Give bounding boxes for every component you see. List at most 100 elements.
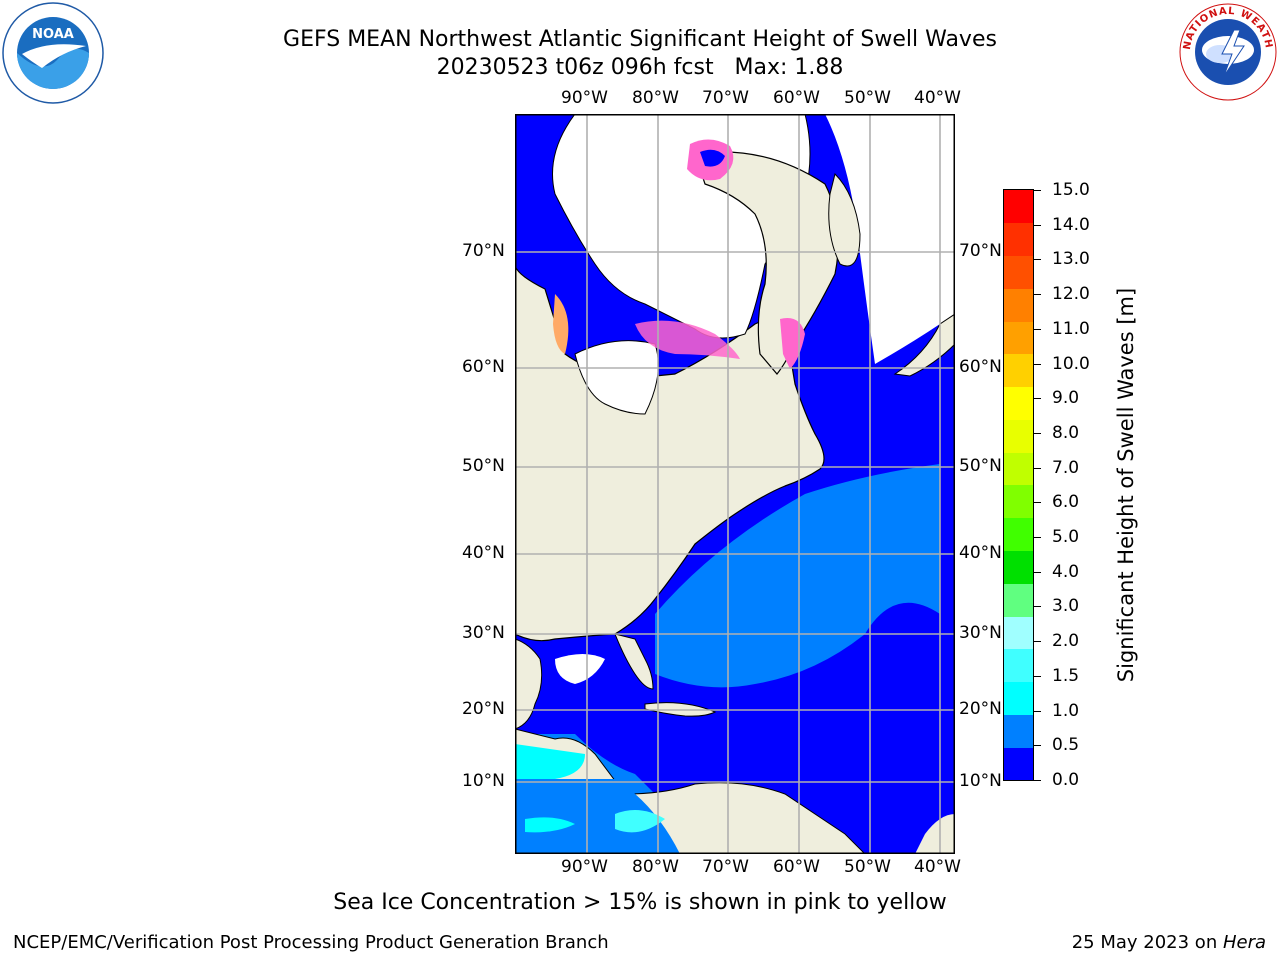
colorbar-segment xyxy=(1004,517,1033,552)
colorbar-tick-mark xyxy=(1033,675,1041,677)
colorbar-tick-label: 15.0 xyxy=(1052,180,1090,200)
lon-label-bottom-0: 90°W xyxy=(561,857,608,877)
colorbar-segment xyxy=(1004,288,1033,322)
lon-label-top-3: 60°W xyxy=(773,88,820,108)
lat-label-right-0: 70°N xyxy=(959,241,1002,261)
gulf-white xyxy=(555,654,605,684)
colorbar-tick-label: 13.0 xyxy=(1052,249,1090,270)
greenland-east xyxy=(828,173,861,267)
lat-label-right-4: 30°N xyxy=(959,623,1002,643)
lat-label-left-4: 30°N xyxy=(462,623,505,643)
pacific-swell-overlay xyxy=(515,744,585,779)
lon-label-bottom-3: 60°W xyxy=(773,857,820,877)
colorbar-tick-label: 10.0 xyxy=(1052,353,1090,374)
footer-date: 25 May 2023 on Hera xyxy=(1072,932,1266,953)
colorbar-tick-mark xyxy=(1033,710,1041,712)
colorbar-segment xyxy=(1004,419,1033,453)
lat-label-left-5: 20°N xyxy=(462,699,505,719)
africa-corner xyxy=(915,814,955,854)
colorbar-tick-label: 4.0 xyxy=(1052,561,1080,582)
pacific-swell-south xyxy=(515,779,680,854)
colorbar-tick-label: 0.5 xyxy=(1052,735,1080,756)
colorbar-segment xyxy=(1004,583,1033,617)
lat-label-right-1: 60°N xyxy=(959,357,1002,377)
lat-label-right-5: 20°N xyxy=(959,699,1002,719)
colorbar-tick-mark xyxy=(1033,398,1041,400)
lon-label-top-2: 70°W xyxy=(702,88,749,108)
mexico-land xyxy=(514,638,543,730)
sea-ice-edge xyxy=(553,294,569,354)
colorbar-tick-label: 7.0 xyxy=(1052,457,1080,478)
hudson-bay xyxy=(574,340,659,415)
colorbar-tick-label: 12.0 xyxy=(1052,284,1090,305)
lat-label-right-3: 40°N xyxy=(959,543,1002,563)
nws-logo: NATIONAL WEATHER SERVICE xyxy=(1174,0,1278,102)
colorbar-label: Significant Height of Swell Waves [m] xyxy=(1114,287,1138,683)
sea-ice-note: Sea Ice Concentration > 15% is shown in … xyxy=(333,890,947,915)
colorbar-tick-label: 3.0 xyxy=(1052,596,1080,617)
colorbar-segment xyxy=(1004,648,1033,683)
lon-label-top-4: 50°W xyxy=(844,88,891,108)
colorbar-tick-label: 1.5 xyxy=(1052,665,1080,686)
map-svg xyxy=(514,113,956,855)
pacific-swell-south-high-2 xyxy=(615,810,665,833)
colorbar-segment xyxy=(1004,714,1033,748)
colorbar-segment xyxy=(1004,485,1033,519)
swell-band-0.5 xyxy=(655,464,940,688)
lon-label-bottom-1: 80°W xyxy=(632,857,679,877)
colorbar-tick-mark xyxy=(1033,328,1041,330)
colorbar-tick-label: 1.0 xyxy=(1052,700,1080,721)
colorbar-segment xyxy=(1004,616,1033,650)
lat-label-left-1: 60°N xyxy=(462,357,505,377)
chart-title: GEFS MEAN Northwest Atlantic Significant… xyxy=(0,26,1280,82)
lon-label-bottom-4: 50°W xyxy=(844,857,891,877)
lat-label-left-0: 70°N xyxy=(462,241,505,261)
lon-label-top-5: 40°W xyxy=(914,88,961,108)
baffin-open-water xyxy=(700,149,725,167)
svg-text:NOAA: NOAA xyxy=(32,27,74,42)
map-border xyxy=(515,114,955,854)
footer-machine: Hera xyxy=(1222,932,1266,953)
colorbar-tick-mark xyxy=(1033,571,1041,573)
florida-land xyxy=(614,633,654,690)
lon-label-bottom-5: 40°W xyxy=(914,857,961,877)
colorbar-tick-label: 14.0 xyxy=(1052,214,1090,235)
colorbar-tick-label: 11.0 xyxy=(1052,318,1090,339)
colorbar-segment xyxy=(1004,681,1033,715)
lat-label-right-6: 10°N xyxy=(959,771,1002,791)
colorbar-segment xyxy=(1004,255,1033,289)
lat-label-right-2: 50°N xyxy=(959,456,1002,476)
footer-date-text: 25 May 2023 on xyxy=(1071,932,1223,953)
lat-label-left-3: 40°N xyxy=(462,543,505,563)
sea-ice-hudson-strait xyxy=(635,320,740,359)
colorbar-tick-mark xyxy=(1033,780,1041,781)
colorbar-tick-mark xyxy=(1033,432,1041,434)
title-line-2: 20230523 t06z 096h fcst Max: 1.88 xyxy=(436,55,844,80)
colorbar-tick-mark xyxy=(1033,537,1041,539)
lat-label-left-6: 10°N xyxy=(462,771,505,791)
colorbar-segment xyxy=(1004,190,1033,224)
colorbar-tick-mark xyxy=(1033,259,1041,261)
colorbar-tick-mark xyxy=(1033,641,1041,643)
colorbar-tick-mark xyxy=(1033,224,1041,226)
colorbar-segment xyxy=(1004,747,1033,781)
map-panel xyxy=(514,113,956,855)
colorbar-tick-label: 2.0 xyxy=(1052,631,1080,652)
colorbar-tick-mark xyxy=(1033,190,1041,191)
noaa-logo: NOAA xyxy=(2,2,104,104)
north-atlantic-white xyxy=(825,114,955,364)
graticule xyxy=(515,114,955,854)
title-line-1: GEFS MEAN Northwest Atlantic Significant… xyxy=(283,27,997,52)
colorbar xyxy=(1003,189,1034,781)
colorbar-segment xyxy=(1004,321,1033,355)
colorbar-tick-mark xyxy=(1033,467,1041,469)
colorbar-tick-label: 5.0 xyxy=(1052,527,1080,548)
lon-label-bottom-2: 70°W xyxy=(702,857,749,877)
colorbar-tick-mark xyxy=(1033,294,1041,296)
colorbar-segment xyxy=(1004,452,1033,486)
colorbar-tick-label: 8.0 xyxy=(1052,422,1080,443)
colorbar-segment xyxy=(1004,386,1033,420)
colorbar-tick-mark xyxy=(1033,745,1041,747)
colorbar-segment xyxy=(1004,550,1033,584)
footer-credit: NCEP/EMC/Verification Post Processing Pr… xyxy=(13,932,609,953)
